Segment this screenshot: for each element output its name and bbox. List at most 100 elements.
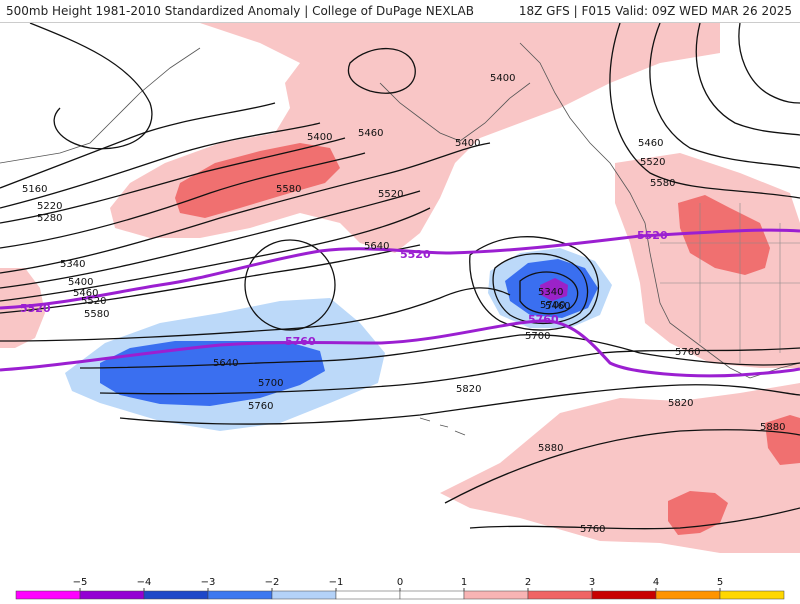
contour-label: 5400	[307, 132, 332, 143]
contour-5220	[0, 122, 321, 209]
contour-5700	[79, 334, 800, 369]
contour-label: 5640	[213, 358, 238, 369]
anomaly-area-lowcenter-dark	[540, 278, 568, 301]
legend-tick-label: −5	[73, 577, 88, 588]
legend-swatch	[335, 590, 401, 600]
anomaly-area-southwest-us	[678, 195, 770, 275]
contour-label: 5580	[84, 309, 109, 320]
valid-time: 18Z GFS | F015 Valid: 09Z WED MAR 26 202…	[518, 4, 792, 18]
contour-label: 5580	[276, 184, 301, 195]
contour-label: 5460	[73, 288, 98, 299]
contour-label: 5820	[456, 384, 481, 395]
legend-tick-label: 3	[589, 577, 595, 588]
contour-label: 5520	[640, 157, 665, 168]
contour-east-trough-1	[609, 23, 800, 199]
anomaly-area-south-east	[765, 415, 800, 465]
contour-5580	[0, 244, 421, 314]
coastline-north-america	[519, 42, 800, 379]
contour-5820	[119, 384, 800, 425]
state-borders	[660, 203, 800, 363]
legend-svg: −5 −4 −3 −2 −1 0 1 2 3 4 5	[15, 577, 785, 600]
color-legend: −5 −4 −3 −2 −1 0 1 2 3 4 5	[0, 573, 800, 600]
contour-label: 5460	[358, 128, 383, 139]
contour-label: 5880	[538, 443, 563, 454]
legend-swatch	[527, 590, 593, 600]
legend-swatch	[655, 590, 721, 600]
coastline-alaska	[379, 82, 531, 142]
contour-label: 5700	[540, 300, 565, 311]
contour-label: 5640	[364, 241, 389, 252]
contour-west-swirl	[29, 23, 153, 150]
legend-swatch	[591, 590, 657, 600]
legend-tick-label: −3	[201, 577, 216, 588]
contour-label: 5280	[37, 213, 62, 224]
legend-tick-label: −2	[265, 577, 280, 588]
height-contours	[0, 23, 800, 530]
contour-5460	[0, 190, 421, 289]
contour-5880	[444, 429, 800, 504]
legend-tick-label: 1	[461, 577, 467, 588]
legend-swatch	[79, 590, 145, 600]
contour-5160	[0, 102, 276, 189]
legend-swatch	[15, 590, 81, 600]
contour-low-center-3	[519, 271, 579, 315]
highlight-contour-label: 5520	[637, 229, 668, 242]
contour-label: 5460	[545, 301, 570, 312]
header-bar: 500mb Height 1981-2010 Standardized Anom…	[0, 0, 800, 23]
legend-swatch	[399, 590, 465, 600]
contour-5640	[0, 287, 511, 342]
legend-tick-label: 2	[525, 577, 531, 588]
anomaly-area-mid-pacific	[175, 143, 340, 218]
legend-swatch	[143, 590, 209, 600]
coastlines	[0, 42, 800, 436]
legend-swatches	[15, 590, 785, 600]
highlight-contour-5520	[0, 228, 800, 310]
contour-label: 5700	[258, 378, 283, 389]
contour-east-trough-4	[738, 23, 800, 104]
map-title: 500mb Height 1981-2010 Standardized Anom…	[6, 4, 474, 18]
highlight-contour-label: 5760	[285, 335, 316, 348]
highlight-contour-label: 5520	[20, 302, 51, 315]
contour-alaska-low	[347, 47, 416, 94]
legend-tick-label: 0	[397, 577, 403, 588]
anomaly-area-central-pacific-med	[100, 341, 325, 406]
anomaly-area-west-edge	[0, 268, 45, 348]
positive-anomaly-areas	[0, 23, 800, 553]
contour-5280	[0, 137, 346, 224]
legend-swatch	[271, 590, 337, 600]
legend-swatch	[463, 590, 529, 600]
contour-label: 5760	[580, 524, 605, 535]
highlight-contour-label: 5760	[528, 313, 559, 326]
legend-swatch	[207, 590, 273, 600]
contour-5520	[0, 207, 431, 302]
contour-5400	[0, 142, 491, 274]
contour-5760	[99, 347, 800, 395]
coastline-hawaii	[419, 417, 466, 436]
highlight-contour-5760	[0, 319, 800, 378]
contour-low-center-2	[492, 253, 589, 325]
contour-label: 5760	[675, 347, 700, 358]
legend-swatch	[719, 590, 785, 600]
contour-5880-south	[469, 507, 800, 530]
contour-label: 5520	[378, 189, 403, 200]
legend-tick-label: 4	[653, 577, 659, 588]
contour-label: 5460	[638, 138, 663, 149]
legend-ticks: −5 −4 −3 −2 −1 0 1 2 3 4 5	[73, 577, 723, 591]
contour-east-trough-3	[695, 23, 800, 136]
contour-5340	[0, 152, 366, 249]
legend-tick-label: 5	[717, 577, 723, 588]
contour-label: 5340	[60, 259, 85, 270]
contour-high-center	[244, 239, 336, 331]
contour-label: 5880	[760, 422, 785, 433]
contour-label: 5700	[525, 331, 550, 342]
legend-tick-label: −4	[137, 577, 152, 588]
contour-label: 5820	[668, 398, 693, 409]
legend-tick-label: −1	[329, 577, 344, 588]
contour-label: 5520	[81, 296, 106, 307]
highlight-contours	[0, 228, 800, 378]
contour-label: 5340	[538, 287, 563, 298]
contour-label: 5400	[455, 138, 480, 149]
contour-label: 5400	[68, 277, 93, 288]
highlight-label-group: 5520 5520 5760 5520 5760	[20, 229, 668, 348]
contour-label: 5580	[650, 178, 675, 189]
